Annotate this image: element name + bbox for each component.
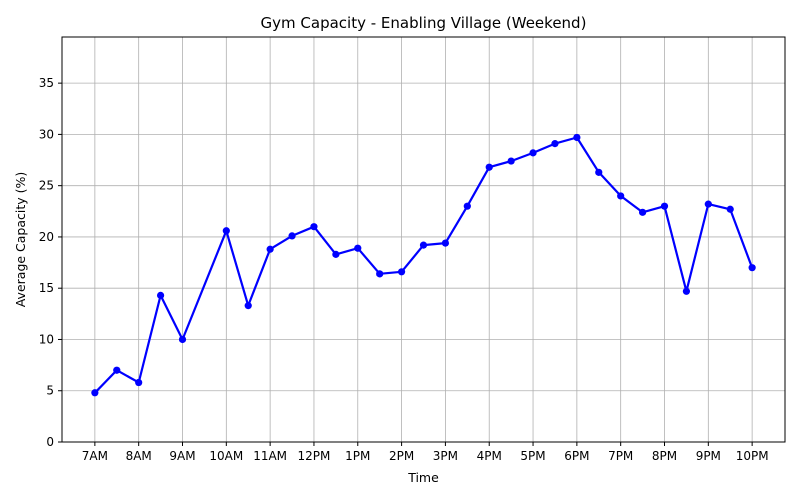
data-point — [354, 244, 362, 252]
x-tick-label: 12PM — [298, 449, 331, 463]
grid — [62, 37, 785, 443]
series-line — [94, 136, 754, 394]
data-point — [638, 208, 647, 216]
data-point — [441, 239, 450, 247]
y-tick-label: 20 — [39, 230, 54, 244]
data-point — [682, 287, 691, 295]
y-tick-label: 35 — [39, 76, 54, 90]
data-point — [376, 270, 384, 278]
plot-frame — [61, 36, 786, 443]
data-point — [748, 264, 756, 272]
x-axis-label: Time — [407, 470, 439, 485]
y-axis-label: Average Capacity (%) — [13, 172, 28, 308]
data-point — [178, 335, 187, 344]
x-tick-label: 11AM — [253, 449, 287, 463]
data-point — [397, 268, 406, 276]
data-point — [332, 250, 340, 258]
y-tick-label: 15 — [39, 281, 54, 295]
x-tick-label: 9PM — [696, 449, 721, 463]
y-tick-label: 5 — [46, 384, 54, 398]
chart-title: Gym Capacity - Enabling Village (Weekend… — [261, 14, 587, 32]
y-tick-label: 25 — [39, 179, 54, 193]
x-tick-label: 5PM — [520, 449, 545, 463]
x-tick-label: 3PM — [433, 449, 458, 463]
x-tick-label: 1PM — [345, 449, 370, 463]
x-tick-label: 6PM — [564, 449, 589, 463]
data-point — [485, 163, 493, 171]
data-point — [704, 200, 712, 208]
x-tick-label: 9AM — [169, 449, 195, 463]
x-tick-label: 7AM — [82, 449, 108, 463]
data-point — [660, 202, 669, 210]
x-axis-ticks: 7AM 8AM 9AM 10AM 11AM 12PM 1PM 2PM 3PM 4PM 5PM 6PM 7… — [82, 442, 769, 463]
data-point — [91, 389, 99, 397]
x-tick-label: 10AM — [209, 449, 243, 463]
data-point — [529, 149, 537, 157]
data-point — [222, 227, 230, 235]
data-point — [288, 232, 296, 240]
x-tick-label: 8AM — [126, 449, 152, 463]
data-point — [156, 291, 165, 299]
data-point — [507, 157, 515, 165]
y-tick-label: 10 — [39, 332, 54, 346]
data-point — [135, 378, 143, 387]
y-tick-label: 0 — [46, 435, 54, 449]
data-point — [463, 202, 471, 210]
y-axis-ticks: 0 5 10 15 20 25 30 35 — [39, 76, 62, 449]
x-tick-label: 2PM — [389, 449, 414, 463]
x-tick-label: 7PM — [608, 449, 633, 463]
x-tick-label: 10PM — [736, 449, 769, 463]
data-point — [617, 192, 625, 200]
data-point — [726, 205, 734, 213]
y-tick-label: 30 — [39, 127, 54, 141]
data-point — [551, 140, 559, 148]
data-point — [244, 302, 252, 310]
x-tick-label: 8PM — [652, 449, 677, 463]
data-point — [595, 168, 603, 176]
data-point — [266, 245, 274, 253]
data-point — [573, 133, 581, 142]
data-point — [113, 366, 121, 374]
data-point — [310, 223, 318, 231]
x-tick-label: 4PM — [477, 449, 502, 463]
series — [91, 133, 756, 397]
data-point — [419, 241, 428, 249]
